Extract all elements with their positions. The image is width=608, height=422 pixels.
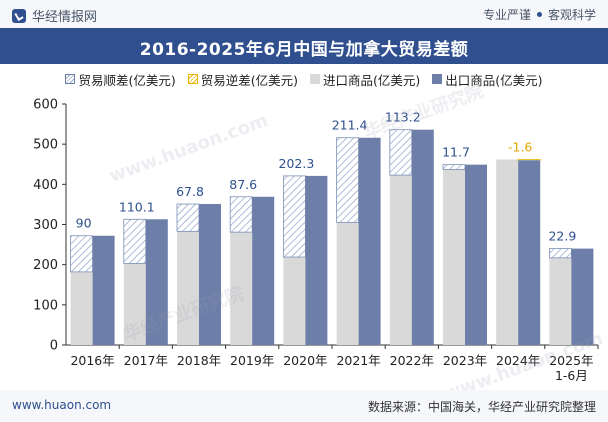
balance-value-label: 211.4: [332, 118, 368, 133]
x-tick-label: 2019年: [230, 353, 274, 368]
legend-surplus-swatch-icon: [65, 74, 76, 84]
title-bar: 2016-2025年6月中国与加拿大贸易差额: [0, 28, 608, 64]
import-bar: [70, 271, 93, 345]
export-bar: [518, 160, 541, 345]
balance-value-label: 11.7: [442, 145, 470, 160]
y-tick-label: 400: [33, 178, 58, 193]
surplus-bar: [176, 203, 200, 232]
tagline-left: 专业严谨: [482, 8, 531, 22]
export-bar: [571, 248, 594, 345]
surplus-bar: [123, 218, 147, 264]
surplus-bar: [389, 129, 413, 176]
legend-item-deficit: 贸易逆差(亿美元): [187, 70, 298, 88]
import-bar: [123, 263, 146, 345]
balance-value-label: 113.2: [385, 110, 421, 125]
y-tick-label: 200: [33, 258, 58, 273]
balance-value-label: 87.6: [229, 177, 257, 192]
export-bar: [411, 129, 434, 345]
x-tick-label: 2021年: [336, 353, 380, 368]
legend-export-swatch-icon: [432, 74, 443, 84]
import-bar: [283, 257, 306, 345]
balance-value-label: 110.1: [119, 199, 155, 214]
x-tick-label: 1-6月: [555, 368, 588, 383]
legend-import-label: 进口商品(亿美元): [323, 72, 421, 88]
y-tick-label: 500: [33, 138, 58, 153]
export-bar: [92, 235, 115, 345]
top-bar: 华经情报网 专业严谨 客观科学: [0, 0, 608, 28]
x-tick-label: 2016年: [70, 353, 114, 368]
x-tick-label: 2023年: [443, 353, 487, 368]
export-bar: [252, 196, 275, 345]
export-bar: [465, 164, 487, 345]
chart-title: 2016-2025年6月中国与加拿大贸易差额: [139, 40, 469, 60]
y-tick-label: 0: [50, 339, 58, 354]
footer-website-link[interactable]: www.huaon.com: [12, 398, 112, 412]
export-bar: [305, 175, 328, 345]
legend-export-label: 出口商品(亿美元): [445, 72, 543, 88]
brand: 华经情报网: [12, 6, 97, 25]
x-tick-label: 2025年: [549, 353, 593, 368]
export-bar: [199, 204, 221, 345]
legend-item-surplus: 贸易顺差(亿美元): [65, 70, 176, 88]
tagline-dot-icon: [536, 12, 542, 17]
legend-item-export: 出口商品(亿美元): [432, 70, 543, 88]
x-tick-label: 2024年: [496, 353, 540, 368]
surplus-bar: [70, 235, 93, 273]
import-bar: [443, 169, 465, 345]
balance-value-label: 202.3: [279, 156, 315, 171]
import-bar: [496, 159, 519, 345]
y-tick-label: 300: [33, 218, 58, 233]
export-bar: [358, 137, 381, 345]
import-bar: [336, 222, 359, 345]
x-tick-label: 2018年: [177, 353, 221, 368]
legend-import-swatch-icon: [310, 74, 320, 84]
export-bar: [145, 219, 168, 345]
bar-chart: 0 100 200 300 400 500 600 2016年 2017年 2018年 2019年 2…: [33, 98, 599, 383]
legend-deficit-label: 贸易逆差(亿美元): [200, 72, 298, 88]
y-tick-label: 600: [33, 98, 58, 113]
surplus-bar: [549, 248, 572, 259]
import-bar: [177, 231, 199, 345]
legend-deficit-swatch-icon: [187, 74, 198, 84]
surplus-bar: [229, 196, 253, 233]
x-tick-label: 2020年: [283, 353, 327, 368]
footer: www.huaon.com 数据来源：中国海关，华经产业研究院整理: [0, 390, 608, 422]
surplus-bar: [282, 175, 306, 258]
import-bar: [549, 257, 572, 345]
footer-source: 数据来源：中国海关，华经产业研究院整理: [367, 400, 596, 414]
surplus-bar: [336, 137, 360, 223]
chart-legend: 贸易顺差(亿美元) 贸易逆差(亿美元) 进口商品(亿美元) 出口商品(亿美元): [0, 70, 608, 88]
balance-value-label: 22.9: [548, 229, 576, 244]
x-tick-label: 2017年: [124, 353, 168, 368]
brand-name: 华经情报网: [32, 10, 98, 25]
legend-item-import: 进口商品(亿美元): [310, 70, 420, 88]
brand-logo-icon: [12, 8, 26, 23]
x-tick-label: 2022年: [390, 353, 434, 368]
tagline-right: 客观科学: [547, 8, 596, 22]
y-tick-label: 100: [33, 298, 58, 313]
balance-value-label: 90: [76, 216, 92, 231]
import-bar: [389, 175, 412, 345]
legend-surplus-label: 贸易顺差(亿美元): [78, 72, 176, 88]
balance-value-label: -1.6: [508, 139, 532, 154]
import-bar: [230, 232, 253, 345]
surplus-bar: [442, 164, 466, 170]
tagline: 专业严谨 客观科学: [483, 6, 596, 23]
balance-value-label: 67.8: [176, 184, 204, 199]
